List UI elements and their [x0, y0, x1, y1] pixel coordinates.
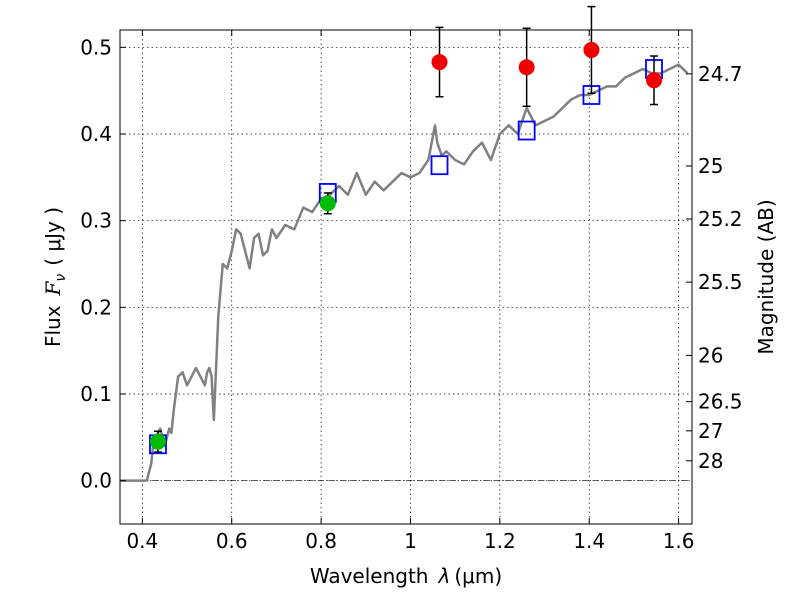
right-tick-label: 25.2	[698, 207, 743, 231]
x-tick-label: 1.4	[573, 529, 605, 553]
right-tick-label: 25	[698, 154, 723, 178]
plot-frame	[119, 29, 693, 525]
y-tick-label: 0.0	[80, 469, 112, 493]
y-tick-label: 0.2	[80, 295, 112, 319]
plot-series	[120, 5, 689, 482]
x-tick-label: 1	[404, 529, 417, 553]
y-axis-ticks: 0.0 0.1 0.2 0.3 0.4 0.5	[80, 35, 126, 493]
observed-data-point	[518, 59, 535, 76]
x-tick-label: 0.4	[126, 529, 158, 553]
right-axis-ticks: 24.7 25 25.2 25.5 26 26.5 27 28	[686, 62, 743, 473]
model-square-marker	[517, 120, 536, 141]
model-square-marker	[430, 155, 449, 176]
model-spectrum-line	[120, 63, 689, 482]
y-axis-label: FluxFν( μJy )	[41, 207, 69, 347]
right-tick-label: 27	[698, 419, 723, 443]
right-tick-label: 25.5	[698, 270, 743, 294]
right-tick-label: 26	[698, 343, 723, 367]
observed-data-point	[149, 433, 166, 450]
x-axis-ticks: 0.4 0.6 0.8 1 1.2 1.4 1.6	[126, 30, 695, 553]
x-tick-label: 1.2	[484, 529, 516, 553]
x-tick-label: 0.8	[305, 529, 337, 553]
x-tick-label: 1.6	[663, 529, 695, 553]
y-tick-label: 0.5	[80, 35, 112, 59]
observed-data-point	[319, 195, 336, 212]
y-tick-label: 0.1	[80, 382, 112, 406]
right-axis-label: Magnitude (AB)	[754, 199, 778, 354]
right-tick-label: 28	[698, 449, 723, 473]
x-axis-label: Wavelength λ (μm)	[310, 564, 502, 588]
x-tick-label: 0.6	[216, 529, 248, 553]
observed-data-point	[431, 54, 448, 71]
right-tick-label: 26.5	[698, 390, 743, 414]
y-tick-label: 0.3	[80, 209, 112, 233]
observed-data-point	[646, 72, 663, 89]
y-tick-label: 0.4	[80, 122, 112, 146]
observed-data-point	[583, 41, 600, 58]
grid-lines	[120, 30, 692, 524]
right-tick-label: 24.7	[698, 62, 743, 86]
